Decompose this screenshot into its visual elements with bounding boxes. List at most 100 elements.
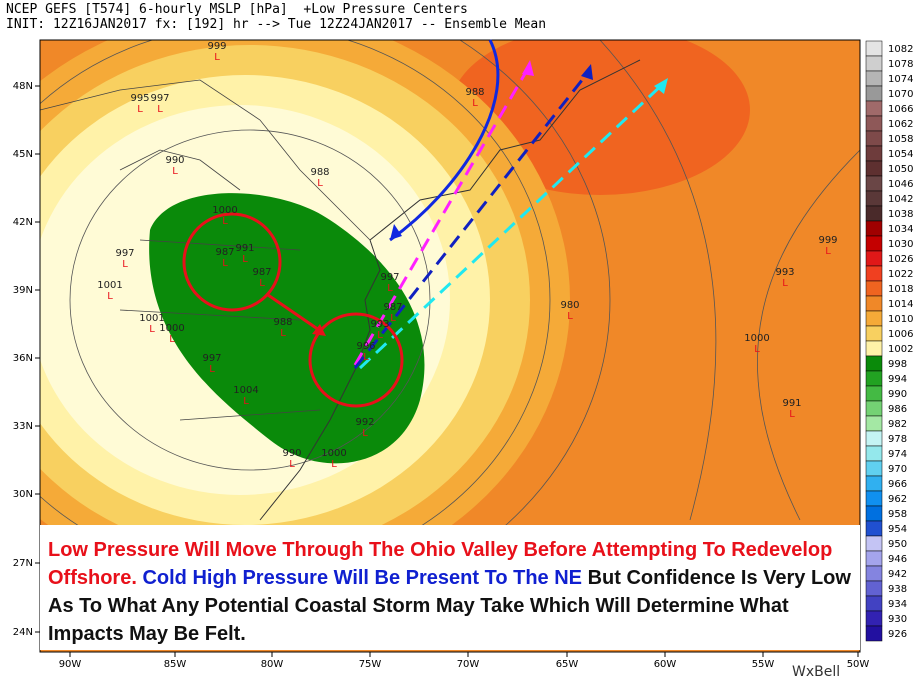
colorbar-label: 958 [888,509,907,520]
low-pressure-value: 1001 [139,313,164,324]
colorbar-swatch [865,325,883,342]
lon-label: 50W [847,659,870,670]
low-pressure-value: 997 [202,353,221,364]
colorbar-label: 962 [888,494,907,505]
low-marker: L [789,409,795,420]
low-marker: L [209,364,215,375]
colorbar-label: 938 [888,584,907,595]
colorbar-label: 1006 [888,329,913,340]
colorbar-swatch [865,70,883,87]
colorbar-label: 1066 [888,104,913,115]
colorbar-swatch [865,445,883,462]
colorbar-swatch [865,520,883,537]
low-pressure-value: 993 [370,319,389,330]
colorbar-swatch [865,550,883,567]
low-marker: L [754,344,760,355]
colorbar-swatch [865,505,883,522]
colorbar-label: 1002 [888,344,913,355]
low-pressure-value: 990 [282,448,301,459]
lon-label: 65W [556,659,579,670]
low-pressure-value: 1000 [159,323,184,334]
lon-label: 70W [457,659,480,670]
colorbar-label: 954 [888,524,907,535]
colorbar-label: 930 [888,614,907,625]
low-marker: L [317,178,323,189]
colorbar-label: 1022 [888,269,913,280]
low-pressure-value: 1001 [97,280,122,291]
colorbar-label: 950 [888,539,907,550]
colorbar-swatch [865,160,883,177]
colorbar-label: 978 [888,434,907,445]
colorbar-label: 1054 [888,149,913,160]
colorbar-swatch [865,175,883,192]
colorbar-label: 1038 [888,209,913,220]
colorbar-label: 1018 [888,284,913,295]
low-pressure-value: 980 [560,300,579,311]
lat-label: 48N [13,81,33,92]
low-marker: L [122,259,128,270]
low-marker: L [157,104,163,115]
low-marker: L [289,459,295,470]
low-marker: L [149,324,155,335]
low-pressure-value: 991 [235,243,254,254]
low-pressure-value: 1000 [321,448,346,459]
colorbar-swatch [865,145,883,162]
colorbar-swatch [865,85,883,102]
colorbar-swatch [865,190,883,207]
lon-label: 80W [261,659,284,670]
colorbar-label: 1082 [888,44,913,55]
colorbar-label: 934 [888,599,907,610]
colorbar-swatch [865,625,883,642]
header-line: INIT: 12Z16JAN2017 fx: [192] hr --> Tue … [6,17,547,32]
low-marker: L [243,396,249,407]
colorbar-swatch [865,385,883,402]
low-marker: L [280,328,286,339]
colorbar-label: 1010 [888,314,913,325]
colorbar-swatch [865,340,883,357]
low-pressure-value: 999 [818,235,837,246]
caption-segment: But Confidence Is Very Low As To What An… [48,567,851,645]
logo: WxBell [792,664,841,680]
colorbar-swatch [865,535,883,552]
lon-label: 90W [59,659,82,670]
lat-label: 33N [13,421,33,432]
colorbar-swatch [865,220,883,237]
low-marker: L [387,283,393,294]
lon-label: 60W [654,659,677,670]
caption: Low Pressure Will Move Through The Ohio … [48,536,853,648]
low-pressure-value: 1004 [233,385,258,396]
colorbar-label: 946 [888,554,907,565]
colorbar-swatch [865,460,883,477]
colorbar-label: 1078 [888,59,913,70]
colorbar-label: 1062 [888,119,913,130]
low-pressure-value: 999 [207,41,226,52]
low-pressure-value: 987 [383,302,402,313]
low-marker: L [825,246,831,257]
colorbar-label: 986 [888,404,907,415]
colorbar-label: 1050 [888,164,913,175]
lat-label: 27N [13,558,33,569]
low-pressure-value: 990 [165,155,184,166]
colorbar-swatch [865,100,883,117]
colorbar-swatch [865,115,883,132]
lon-label: 55W [752,659,775,670]
colorbar-swatch [865,610,883,627]
low-marker: L [362,428,368,439]
colorbar-swatch [865,580,883,597]
low-pressure-value: 996 [356,341,375,352]
low-marker: L [222,258,228,269]
colorbar-label: 1058 [888,134,913,145]
colorbar-swatch [865,265,883,282]
low-marker: L [363,352,369,363]
colorbar-swatch [865,400,883,417]
low-marker: L [259,278,265,289]
low-marker: L [222,216,228,227]
low-pressure-value: 988 [310,167,329,178]
low-pressure-value: 1000 [744,333,769,344]
colorbar-swatch [865,250,883,267]
colorbar-swatch [865,295,883,312]
colorbar-label: 1046 [888,179,913,190]
colorbar-swatch [865,205,883,222]
